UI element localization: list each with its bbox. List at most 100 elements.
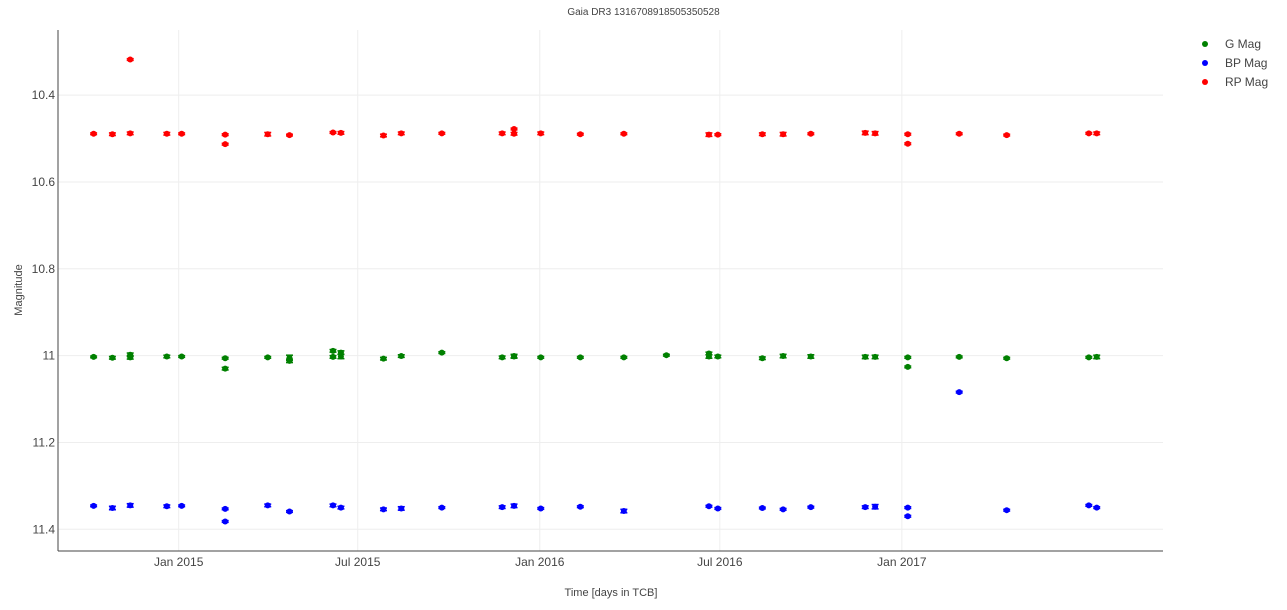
data-point[interactable]: [620, 508, 627, 515]
data-point[interactable]: [109, 505, 116, 512]
data-point[interactable]: [337, 129, 344, 136]
data-point[interactable]: [337, 353, 344, 360]
data-point[interactable]: [330, 502, 337, 509]
data-point[interactable]: [780, 353, 787, 360]
data-point[interactable]: [264, 131, 271, 138]
data-point[interactable]: [1003, 507, 1010, 514]
data-point[interactable]: [286, 357, 293, 364]
data-point[interactable]: [380, 506, 387, 513]
data-point[interactable]: [780, 131, 787, 138]
data-point[interactable]: [222, 365, 229, 372]
data-point[interactable]: [1093, 353, 1100, 360]
data-point[interactable]: [127, 502, 134, 509]
data-point[interactable]: [577, 503, 584, 510]
data-point[interactable]: [620, 130, 627, 137]
data-point[interactable]: [1085, 502, 1092, 509]
data-point[interactable]: [1093, 130, 1100, 137]
data-point[interactable]: [759, 505, 766, 512]
data-point[interactable]: [862, 504, 869, 511]
data-point[interactable]: [330, 347, 337, 354]
data-point[interactable]: [663, 352, 670, 359]
data-point[interactable]: [330, 353, 337, 360]
data-point[interactable]: [956, 130, 963, 137]
data-point[interactable]: [807, 353, 814, 360]
legend[interactable]: G Mag BP Mag RP Mag: [1202, 37, 1268, 89]
data-point[interactable]: [163, 503, 170, 510]
data-point[interactable]: [904, 513, 911, 520]
data-point[interactable]: [705, 353, 712, 360]
data-point[interactable]: [872, 353, 879, 360]
data-point[interactable]: [163, 353, 170, 360]
data-point[interactable]: [872, 130, 879, 137]
data-point[interactable]: [264, 354, 271, 361]
data-point[interactable]: [178, 502, 185, 509]
data-point[interactable]: [398, 130, 405, 137]
data-point[interactable]: [127, 56, 134, 63]
data-point[interactable]: [705, 131, 712, 138]
data-point[interactable]: [705, 503, 712, 510]
data-point[interactable]: [398, 353, 405, 360]
data-point[interactable]: [780, 506, 787, 513]
legend-item[interactable]: RP Mag: [1202, 75, 1268, 89]
data-point[interactable]: [904, 504, 911, 511]
data-point[interactable]: [127, 354, 134, 361]
data-point[interactable]: [807, 130, 814, 137]
data-point[interactable]: [714, 131, 721, 138]
data-point[interactable]: [398, 505, 405, 512]
data-point[interactable]: [1003, 355, 1010, 362]
data-point[interactable]: [872, 503, 879, 510]
data-point[interactable]: [499, 504, 506, 511]
data-point[interactable]: [286, 508, 293, 515]
data-point[interactable]: [759, 131, 766, 138]
data-point[interactable]: [511, 353, 518, 360]
data-point[interactable]: [537, 130, 544, 137]
data-point[interactable]: [337, 504, 344, 511]
data-point[interactable]: [222, 518, 229, 525]
data-point[interactable]: [904, 140, 911, 147]
data-point[interactable]: [577, 354, 584, 361]
data-point[interactable]: [178, 353, 185, 360]
data-point[interactable]: [286, 132, 293, 139]
data-point[interactable]: [222, 131, 229, 138]
data-point[interactable]: [511, 502, 518, 509]
data-point[interactable]: [438, 349, 445, 356]
data-point[interactable]: [380, 355, 387, 362]
data-point[interactable]: [714, 505, 721, 512]
data-point[interactable]: [1085, 130, 1092, 137]
data-point[interactable]: [222, 355, 229, 362]
data-point[interactable]: [163, 130, 170, 137]
data-point[interactable]: [807, 504, 814, 511]
data-point[interactable]: [537, 505, 544, 512]
data-point[interactable]: [956, 389, 963, 396]
data-point[interactable]: [537, 354, 544, 361]
data-point[interactable]: [956, 353, 963, 360]
data-point[interactable]: [1085, 354, 1092, 361]
data-point[interactable]: [904, 354, 911, 361]
data-point[interactable]: [109, 131, 116, 138]
data-point[interactable]: [759, 355, 766, 362]
data-point[interactable]: [438, 504, 445, 511]
data-point[interactable]: [862, 129, 869, 136]
legend-item[interactable]: BP Mag: [1202, 56, 1267, 70]
data-point[interactable]: [90, 353, 97, 360]
data-point[interactable]: [862, 353, 869, 360]
data-point[interactable]: [714, 353, 721, 360]
data-point[interactable]: [127, 130, 134, 137]
data-point[interactable]: [90, 130, 97, 137]
data-point[interactable]: [222, 505, 229, 512]
data-point[interactable]: [499, 354, 506, 361]
data-point[interactable]: [330, 129, 337, 136]
data-point[interactable]: [90, 502, 97, 509]
data-point[interactable]: [620, 354, 627, 361]
data-point[interactable]: [178, 130, 185, 137]
data-point[interactable]: [1003, 132, 1010, 139]
data-point[interactable]: [438, 130, 445, 137]
data-point[interactable]: [222, 141, 229, 148]
data-point[interactable]: [109, 354, 116, 361]
legend-item[interactable]: G Mag: [1202, 37, 1261, 51]
data-point[interactable]: [577, 131, 584, 138]
data-point[interactable]: [264, 502, 271, 509]
data-point[interactable]: [511, 125, 518, 132]
data-point[interactable]: [380, 132, 387, 139]
data-point[interactable]: [1093, 504, 1100, 511]
